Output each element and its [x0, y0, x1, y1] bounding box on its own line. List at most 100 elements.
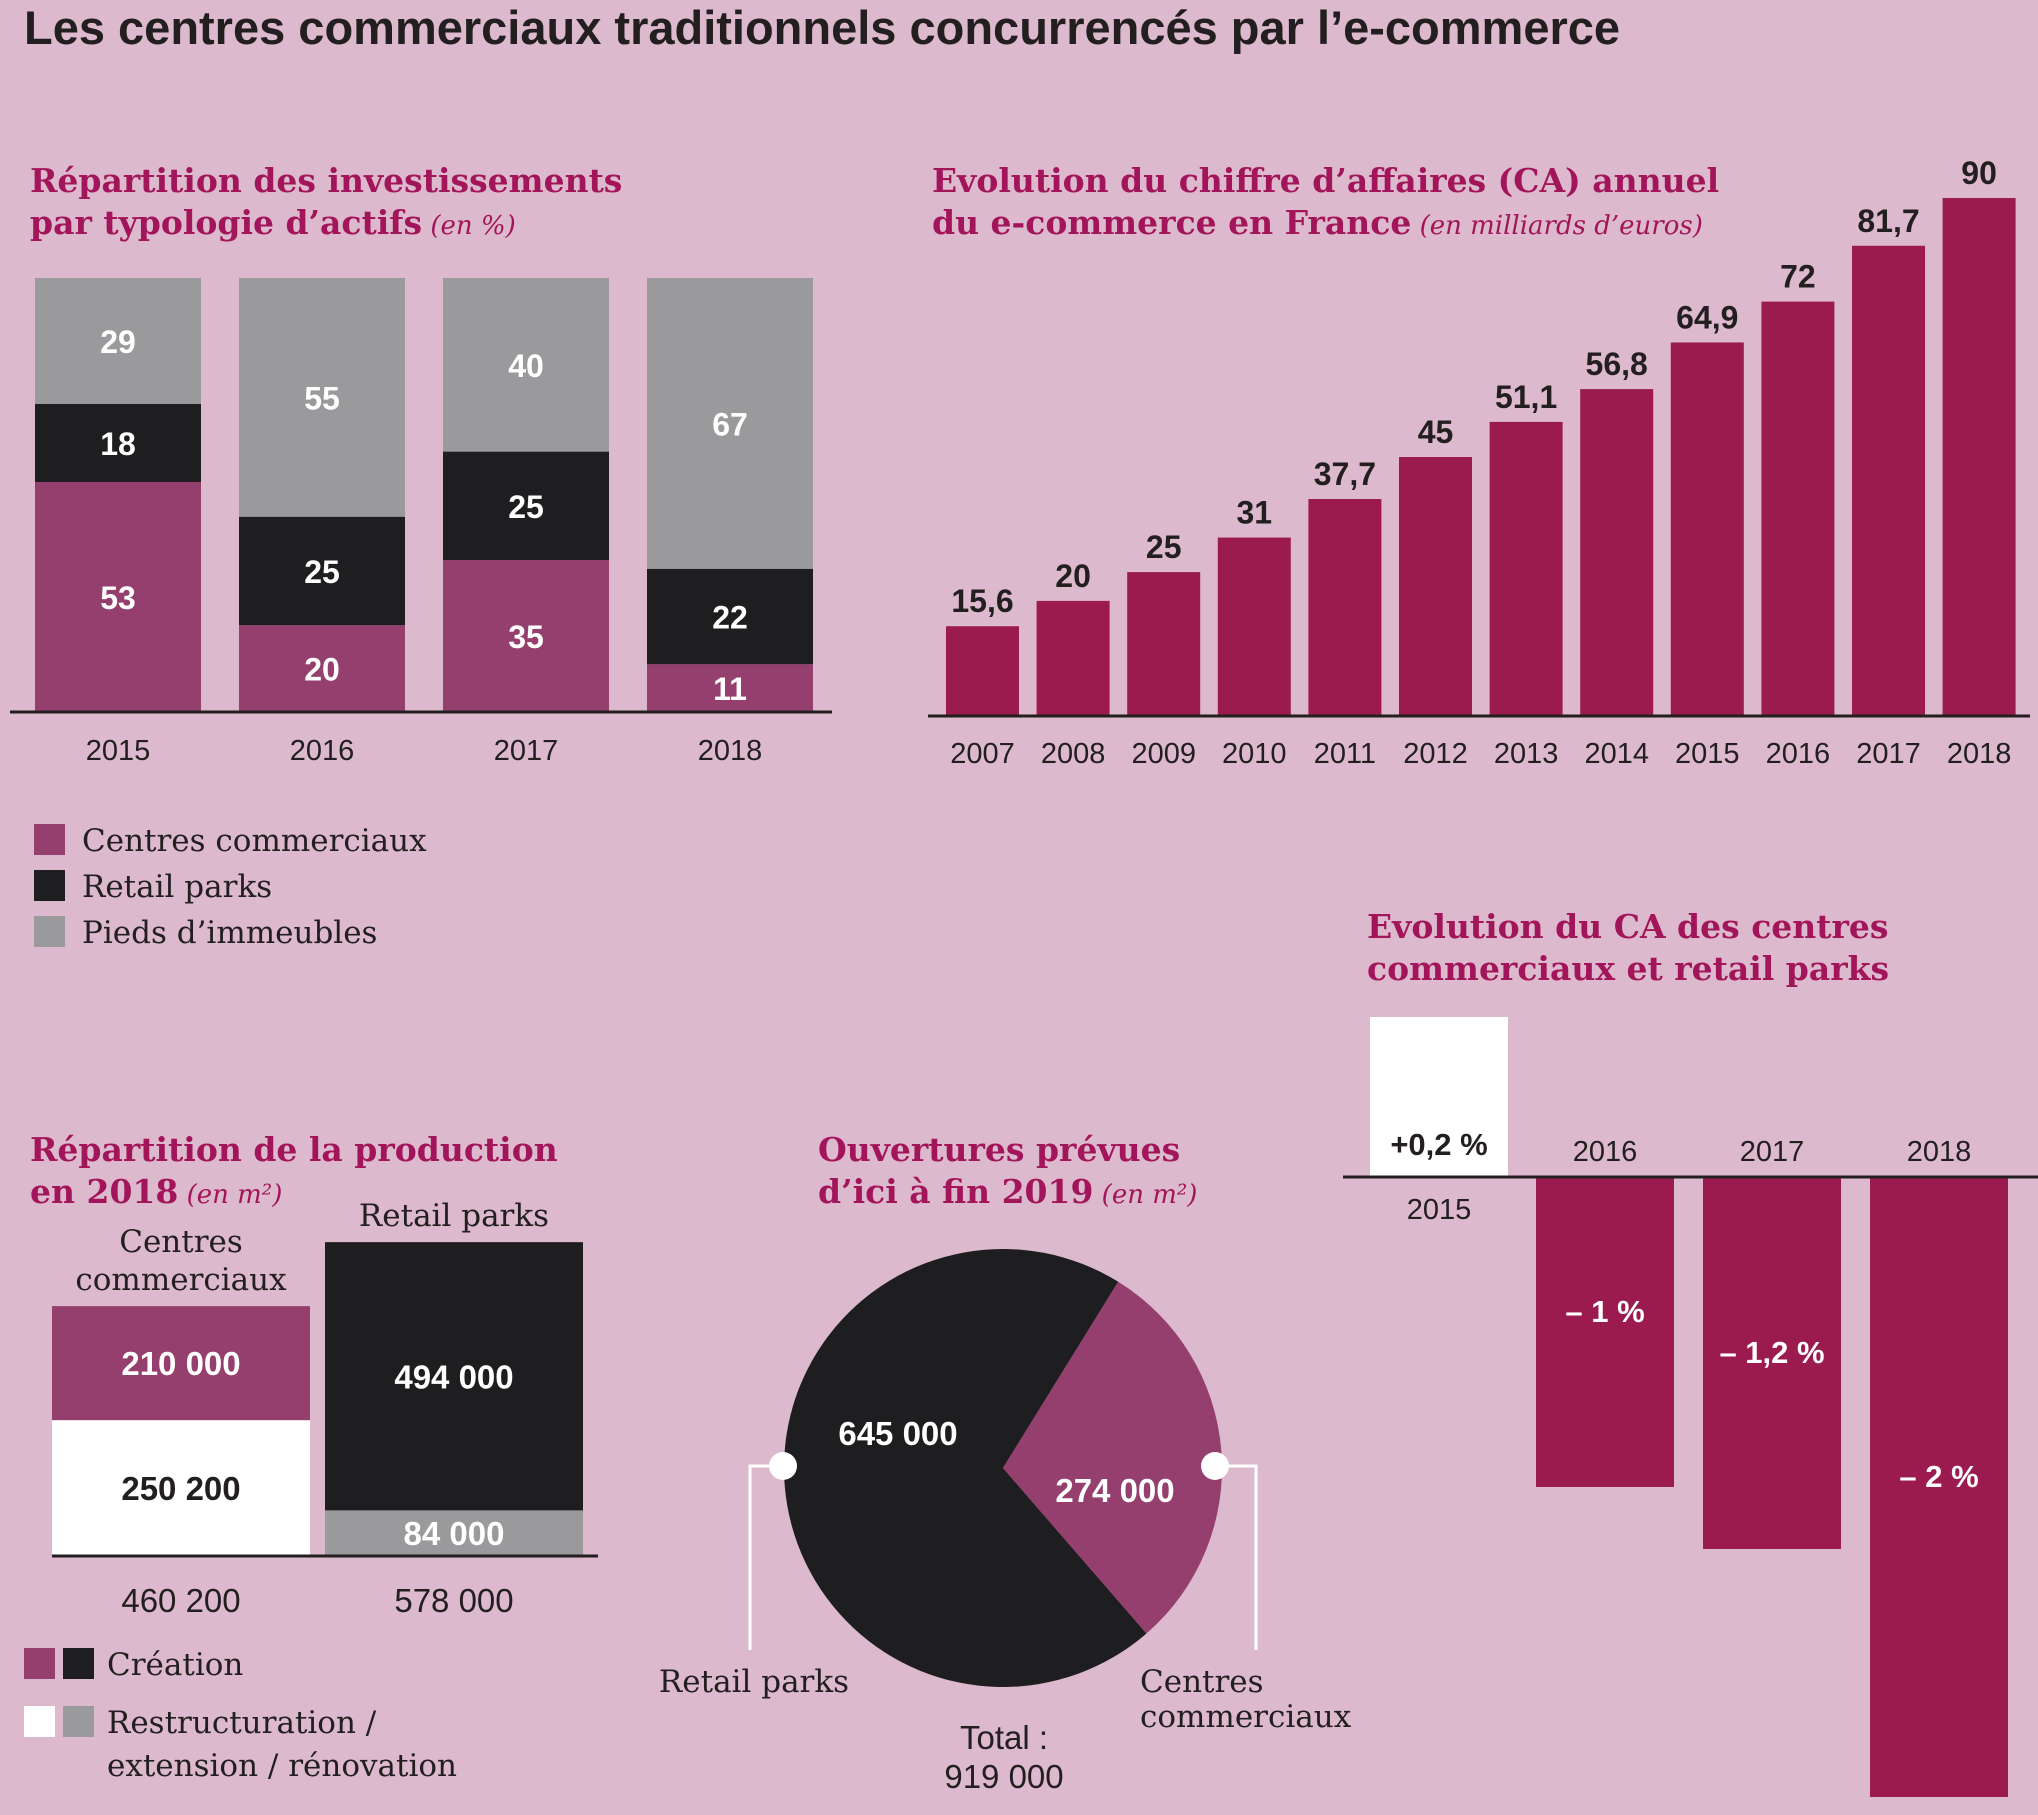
bar [1399, 457, 1472, 716]
data-label: +0,2 % [1390, 1127, 1487, 1162]
category-label: Centres [119, 1224, 243, 1260]
data-label: 210 000 [121, 1345, 240, 1382]
data-label: – 2 % [1899, 1459, 1978, 1494]
ecommerce-title-line1: Evolution du chiffre d’affaires (CA) ann… [932, 161, 1719, 200]
investissements-unit: (en %) [422, 211, 516, 241]
data-label: 81,7 [1857, 203, 1919, 239]
bar-segment [52, 1306, 310, 1421]
slice-name-label: Retail parks [659, 1664, 849, 1700]
data-label: 11 [713, 671, 747, 707]
data-label: – 1,2 % [1719, 1335, 1824, 1370]
x-tick-label: 2007 [950, 738, 1015, 770]
legend-label: Pieds d’immeubles [82, 915, 377, 951]
legend-label: Création [107, 1647, 243, 1683]
page-title: Les centres commerciaux traditionnels co… [24, 1, 1620, 54]
legend-label: Retail parks [82, 869, 272, 905]
data-label: 18 [100, 426, 136, 462]
slice-name-label: Centres [1140, 1664, 1264, 1700]
legend-label: Restructuration / [107, 1705, 377, 1741]
x-tick-label: 2014 [1584, 738, 1649, 770]
slice-name-label: commerciaux [1140, 1699, 1352, 1735]
data-label: 64,9 [1676, 299, 1738, 335]
ecommerce-title-line2: du e-commerce en France (en milliards d’… [932, 203, 1703, 242]
bar-segment [35, 278, 201, 404]
bar-segment [239, 625, 405, 712]
data-label: 25 [304, 554, 340, 590]
bar-segment [443, 278, 609, 452]
x-tick-label: 2017 [494, 735, 559, 767]
legend-swatch [24, 1706, 55, 1737]
slice-value-label: 274 000 [1055, 1472, 1174, 1509]
leader-dot [1201, 1452, 1229, 1480]
data-label: 53 [100, 580, 136, 616]
bar [1036, 600, 1110, 716]
leader-dot [769, 1452, 797, 1480]
data-label: 90 [1961, 155, 1997, 191]
data-label: 25 [508, 489, 544, 525]
bar-segment [239, 278, 405, 517]
x-tick-label: 2018 [1907, 1136, 1972, 1168]
category-label: Retail parks [359, 1198, 549, 1234]
x-tick-label: 2016 [1766, 738, 1831, 770]
chart-ecommerce: Evolution du chiffre d’affaires (CA) ann… [928, 155, 2030, 770]
legend-swatch [63, 1648, 94, 1679]
bar [1703, 1177, 1841, 1549]
bar-segment [443, 560, 609, 712]
bar [1536, 1177, 1674, 1487]
pie-slice [1003, 1281, 1222, 1634]
x-tick-label: 2017 [1856, 738, 1921, 770]
ouvertures-unit: (en m²) [1093, 1180, 1197, 1210]
data-label: 56,8 [1586, 346, 1648, 382]
data-label: 29 [100, 324, 136, 360]
category-label: commerciaux [75, 1262, 287, 1298]
ecommerce-unit: (en milliards d’euros) [1411, 211, 1703, 241]
x-tick-label: 2009 [1131, 738, 1196, 770]
x-tick-label: 2018 [698, 735, 763, 767]
data-label: 15,6 [951, 583, 1013, 619]
data-label: 40 [508, 348, 544, 384]
x-tick-label: 2015 [1407, 1194, 1472, 1226]
x-tick-label: 2012 [1403, 738, 1468, 770]
bar [1870, 1177, 2008, 1797]
x-tick-label: 2008 [1041, 738, 1106, 770]
data-label: 51,1 [1495, 379, 1557, 415]
bar-segment [325, 1510, 583, 1556]
data-label: 45 [1418, 414, 1454, 450]
data-label: 55 [304, 380, 340, 416]
x-tick-label: 2011 [1314, 738, 1376, 770]
data-label: 84 000 [404, 1515, 505, 1552]
x-tick-label: 2015 [1675, 738, 1740, 770]
data-label: 494 000 [394, 1358, 513, 1395]
bar-segment [35, 481, 201, 712]
bar [1489, 421, 1563, 716]
bar [1308, 499, 1382, 716]
bar-segment [443, 451, 609, 561]
production-title-line2: en 2018 (en m²) [30, 1172, 282, 1211]
x-tick-label: 2013 [1494, 738, 1559, 770]
data-label: 20 [1055, 558, 1091, 594]
bar [1670, 342, 1744, 716]
ca-centres-title-line2: commerciaux et retail parks [1367, 949, 1889, 988]
bar [1580, 389, 1654, 716]
bar [1852, 245, 1925, 716]
ouvertures-title-line1: Ouvertures prévues [818, 1130, 1180, 1169]
slice-value-label: 645 000 [838, 1415, 957, 1452]
data-label: 37,7 [1314, 456, 1376, 492]
x-tick-label: 2016 [1573, 1136, 1638, 1168]
x-tick-label: 2015 [86, 735, 151, 767]
x-tick-label: 2017 [1740, 1136, 1805, 1168]
data-label: 20 [304, 652, 340, 688]
data-label: 31 [1237, 495, 1273, 531]
bar-segment [239, 516, 405, 626]
legend-swatch [34, 916, 65, 947]
ca-centres-title-line1: Evolution du CA des centres [1367, 907, 1888, 946]
data-label: – 1 % [1565, 1294, 1644, 1329]
x-tick-label: 2016 [290, 735, 355, 767]
data-label: 250 200 [121, 1470, 240, 1507]
data-label: 67 [712, 406, 748, 442]
